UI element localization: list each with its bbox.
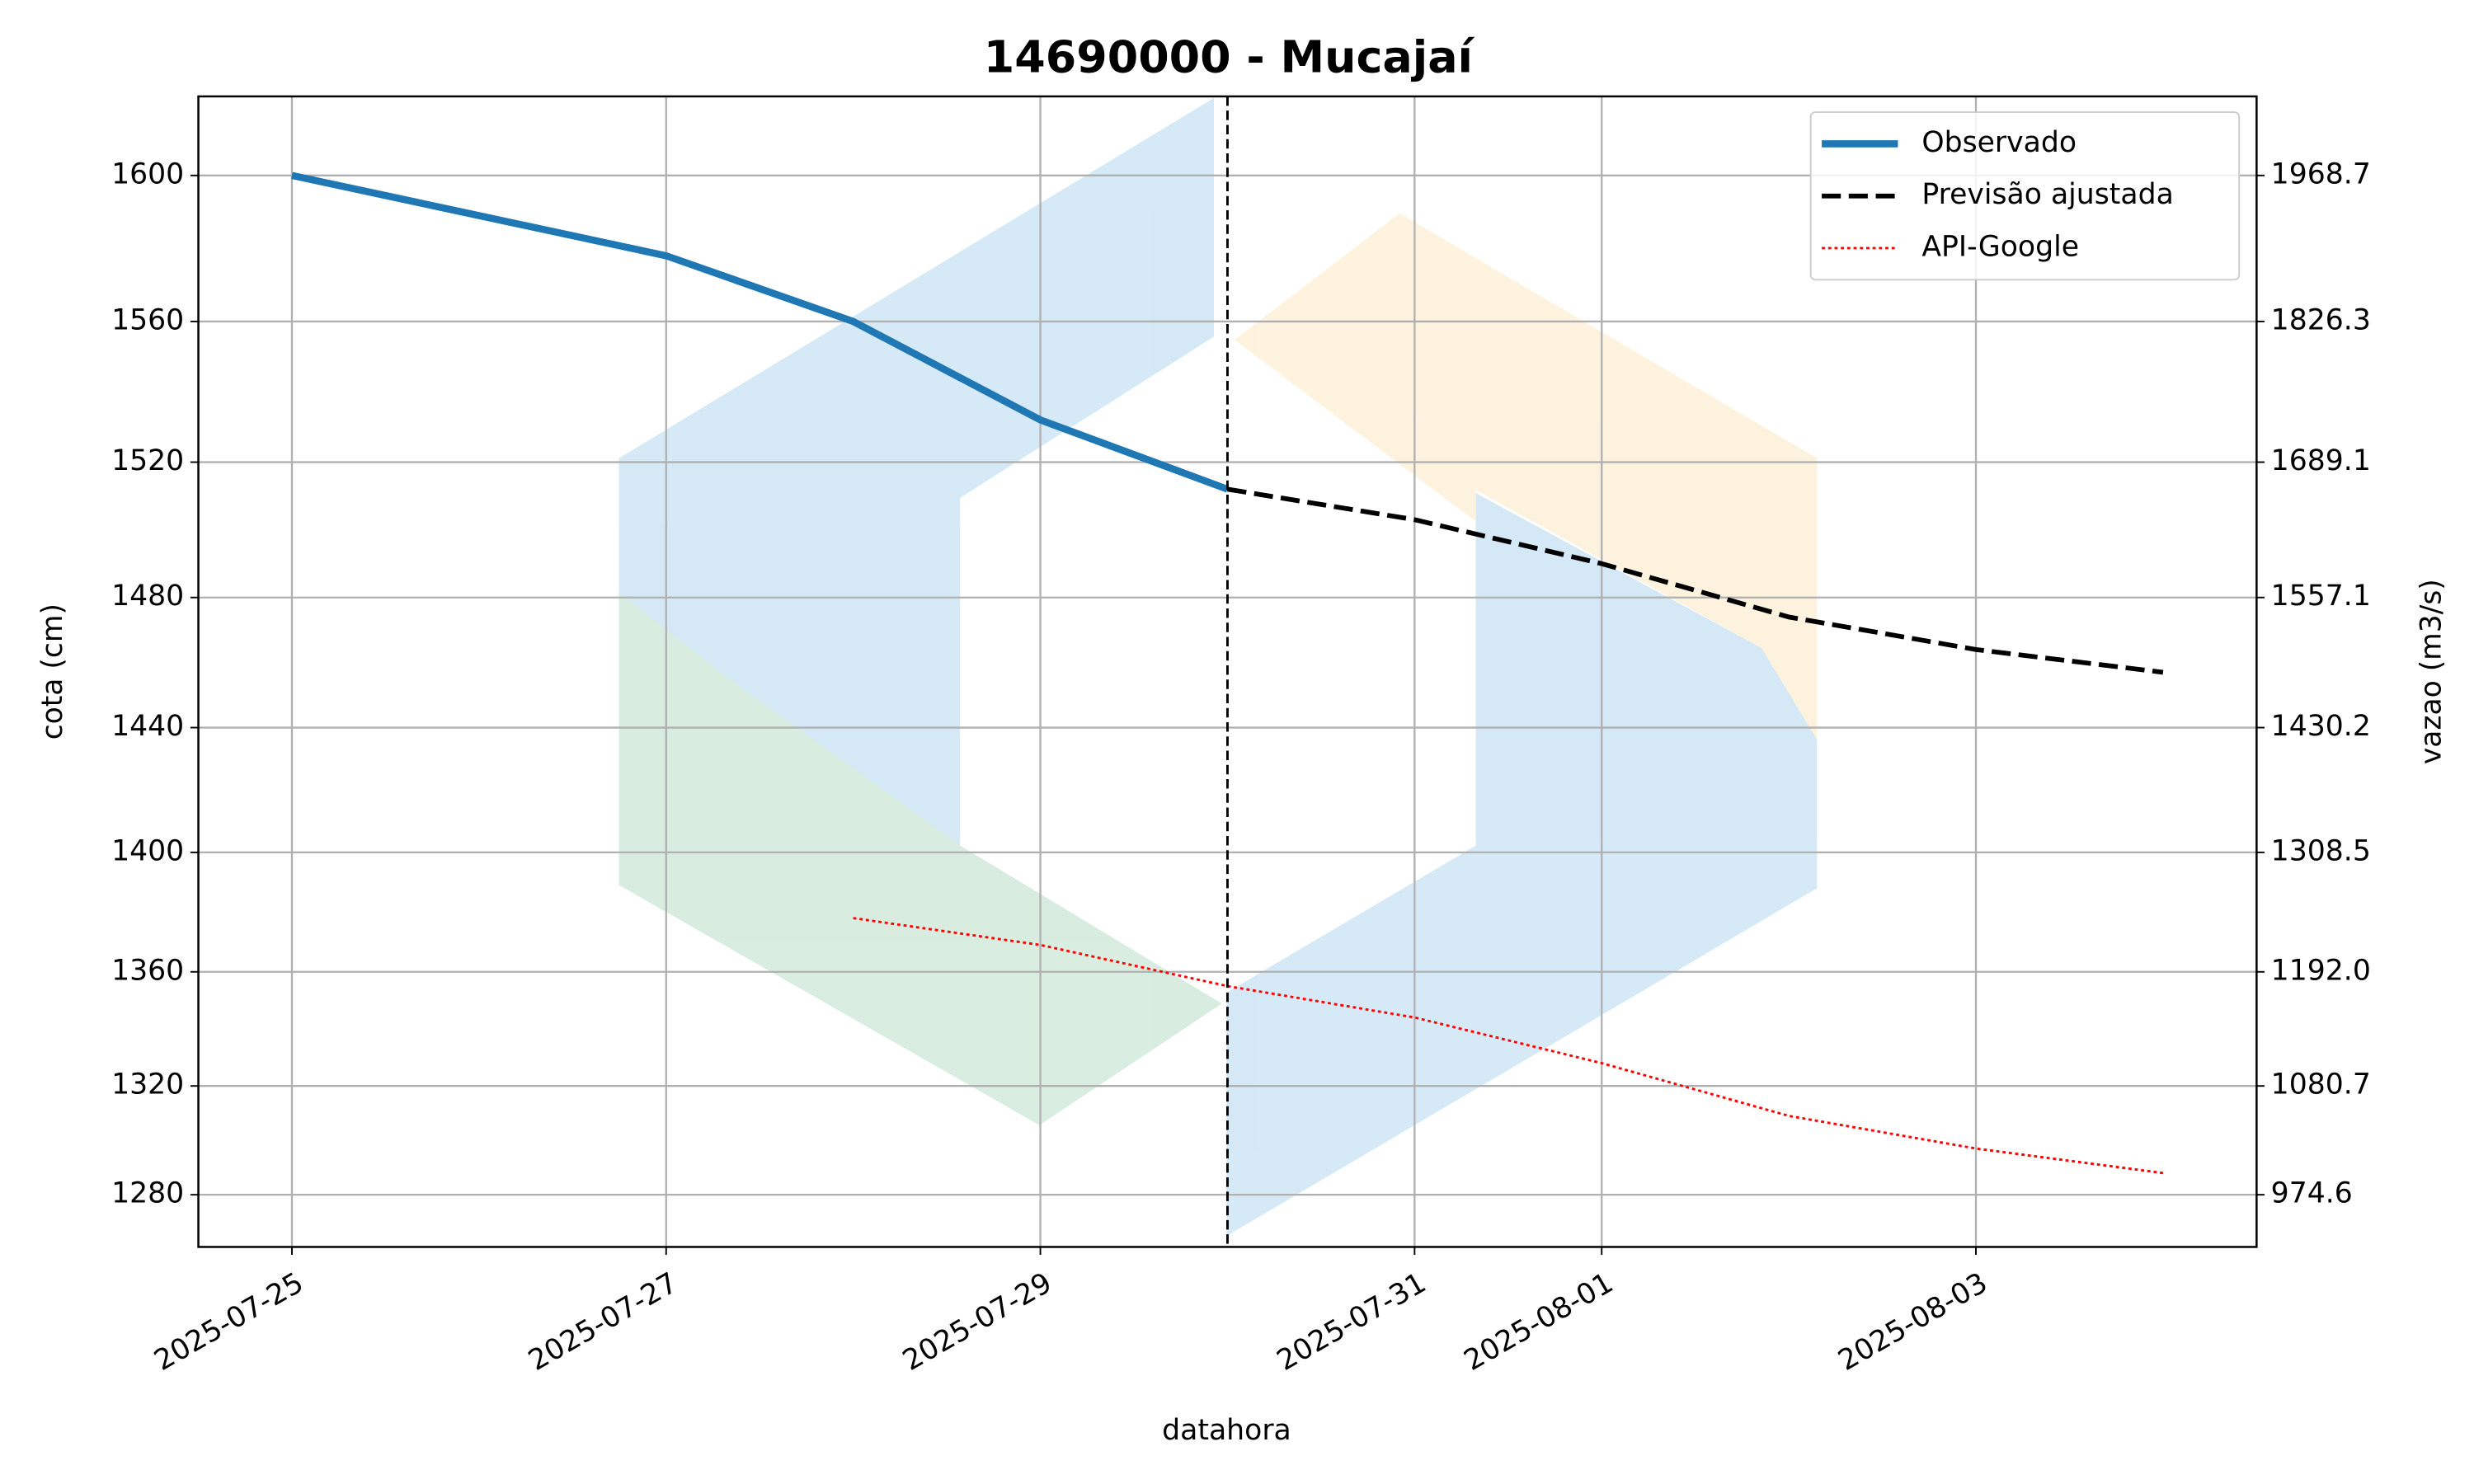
y-tick-label: 1480 [111, 580, 184, 613]
legend-label: API-Google [1921, 230, 2079, 263]
y2-tick-label: 1080.7 [2271, 1068, 2371, 1101]
watermark-logo [618, 97, 1818, 1237]
y2-tick-label: 974.6 [2271, 1177, 2353, 1210]
legend-box [1809, 111, 2241, 281]
y2-tick-label: 1826.3 [2271, 303, 2371, 336]
y2-tick-label: 1308.5 [2271, 834, 2371, 867]
y2-tick-label: 1192.0 [2271, 954, 2371, 987]
y-tick-label: 1320 [111, 1068, 184, 1101]
y-tick-label: 1440 [111, 710, 184, 743]
legend-label: Previsão ajustada [1921, 178, 2173, 211]
y-tick-label: 1520 [111, 444, 184, 477]
series-line [291, 171, 1229, 493]
y2-tick-label: 1968.7 [2271, 157, 2371, 190]
x-tick-label: 2025-08-03 [1833, 1266, 1993, 1378]
y2-axis-label: vazao (m3/s) [2415, 579, 2448, 764]
x-axis-label: datahora [1162, 1414, 1291, 1447]
y2-tick-label: 1689.1 [2271, 444, 2371, 477]
x-tick-label: 2025-07-29 [897, 1266, 1057, 1378]
x-tick-label: 2025-07-25 [148, 1266, 308, 1378]
plot-frame [197, 95, 2258, 1248]
y-axis-label: cota (cm) [36, 603, 69, 740]
x-tick-label: 2025-07-31 [1272, 1266, 1432, 1378]
y-tick-label: 1600 [111, 157, 184, 190]
chart-title: 14690000 - Mucajaí [984, 31, 1475, 83]
y-tick-label: 1280 [111, 1177, 184, 1210]
x-tick-label: 2025-07-27 [523, 1266, 683, 1378]
legend-label: Observado [1921, 126, 2077, 159]
series-line [1226, 486, 2164, 675]
x-tick-label: 2025-08-01 [1459, 1266, 1619, 1378]
y2-tick-label: 1430.2 [2271, 710, 2371, 743]
y-tick-label: 1400 [111, 834, 184, 867]
series-line [853, 917, 2164, 1175]
y2-tick-label: 1557.1 [2271, 580, 2371, 613]
y-tick-label: 1360 [111, 954, 184, 987]
y-tick-label: 1560 [111, 303, 184, 336]
